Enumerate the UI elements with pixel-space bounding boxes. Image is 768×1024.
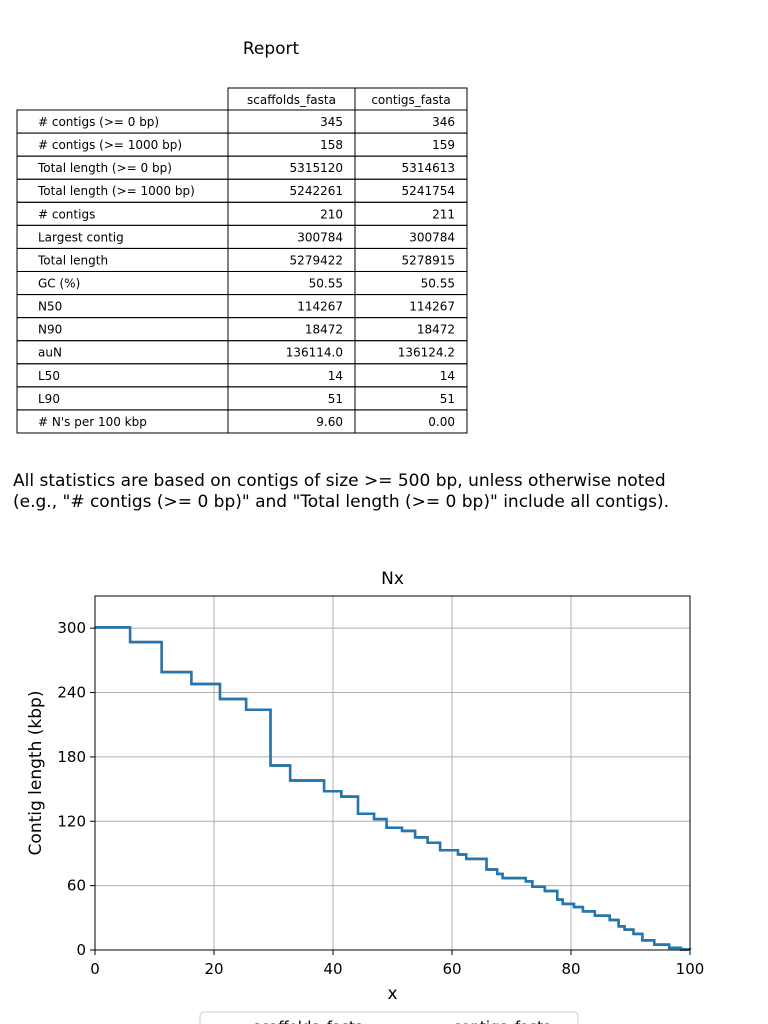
cell-value: 136114.0	[286, 346, 343, 360]
report-title: Report	[243, 39, 300, 59]
cell-value: 50.55	[309, 276, 343, 290]
x-axis-label: x	[387, 984, 397, 1004]
row-label: Total length (>= 1000 bp)	[37, 184, 195, 198]
legend-label: scaffolds_fasta	[253, 1018, 364, 1024]
cell-value: 9.60	[316, 415, 343, 429]
y-axis-label: Contig length (kbp)	[26, 691, 46, 856]
cell-value: 136124.2	[398, 346, 455, 360]
row-label: N50	[38, 300, 62, 314]
table-cell	[354, 409, 468, 434]
cell-value: 114267	[297, 300, 343, 314]
y-tick-label: 300	[57, 619, 86, 637]
row-label: auN	[38, 346, 62, 360]
row-label: L90	[38, 392, 60, 406]
x-tick-label: 60	[442, 960, 461, 978]
row-label: N90	[38, 323, 62, 337]
cell-value: 211	[432, 207, 455, 221]
x-tick-label: 80	[561, 960, 580, 978]
cell-value: 210	[320, 207, 343, 221]
cell-value: 345	[320, 115, 343, 129]
note-line: All statistics are based on contigs of s…	[13, 471, 666, 491]
x-tick-label: 0	[90, 960, 100, 978]
x-tick-label: 20	[204, 960, 223, 978]
column-header: scaffolds_fasta	[247, 93, 336, 107]
cell-value: 51	[328, 392, 343, 406]
cell-value: 5279422	[290, 253, 343, 267]
cell-value: 18472	[417, 323, 455, 337]
column-header: contigs_fasta	[371, 93, 450, 107]
y-tick-label: 180	[57, 748, 86, 766]
legend-label: contigs_fasta	[453, 1018, 552, 1024]
x-tick-label: 100	[676, 960, 705, 978]
row-label: # contigs (>= 1000 bp)	[38, 138, 182, 152]
row-label: # N's per 100 kbp	[38, 415, 147, 429]
cell-value: 159	[432, 138, 455, 152]
cell-value: 300784	[297, 230, 343, 244]
y-tick-label: 120	[57, 812, 86, 830]
note-line: (e.g., "# contigs (>= 0 bp)" and "Total …	[13, 492, 669, 512]
cell-value: 300784	[409, 230, 455, 244]
cell-value: 158	[320, 138, 343, 152]
y-tick-label: 60	[67, 877, 86, 895]
cell-value: 114267	[409, 300, 455, 314]
cell-value: 51	[440, 392, 455, 406]
row-label: L50	[38, 369, 60, 383]
cell-value: 18472	[305, 323, 343, 337]
row-label: GC (%)	[38, 276, 80, 290]
cell-value: 14	[440, 369, 455, 383]
step-riser	[95, 626, 692, 951]
row-label: Total length	[37, 253, 108, 267]
legend-box	[199, 1011, 579, 1024]
cell-value: 0.00	[428, 415, 455, 429]
row-label: Total length (>= 0 bp)	[37, 161, 172, 175]
row-label: # contigs	[38, 207, 95, 221]
cell-value: 5314613	[402, 161, 455, 175]
cell-value: 5278915	[402, 253, 455, 267]
y-tick-label: 0	[76, 941, 86, 959]
cell-value: 5242261	[290, 184, 343, 198]
cell-value: 14	[328, 369, 343, 383]
cell-value: 346	[432, 115, 455, 129]
chart-title: Nx	[381, 569, 404, 589]
step-riser	[95, 626, 692, 951]
y-tick-label: 240	[57, 684, 86, 702]
row-label: # contigs (>= 0 bp)	[38, 115, 159, 129]
plot-frame	[94, 595, 691, 951]
row-label: Largest contig	[38, 230, 124, 244]
x-tick-label: 40	[323, 960, 342, 978]
cell-value: 5241754	[402, 184, 455, 198]
cell-value: 50.55	[421, 276, 455, 290]
cell-value: 5315120	[290, 161, 343, 175]
